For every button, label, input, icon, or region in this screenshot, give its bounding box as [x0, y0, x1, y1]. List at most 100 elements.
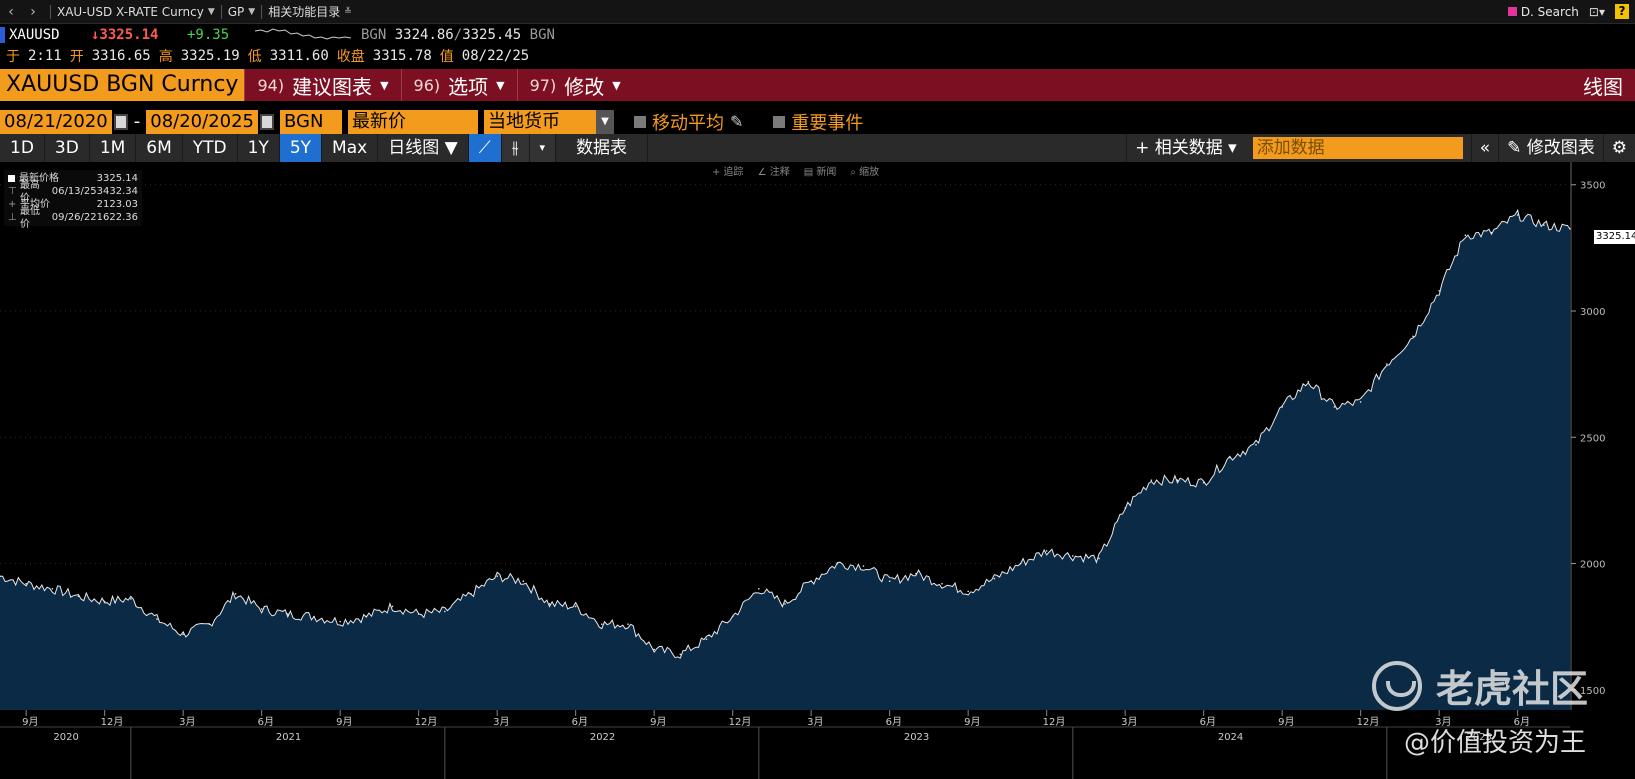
series-swatch [8, 175, 15, 182]
calendar-icon[interactable] [260, 113, 274, 130]
price-line [0, 208, 1571, 659]
price-area [0, 210, 1570, 710]
chart-tool-track[interactable]: + 追踪 [712, 167, 744, 178]
y-tick-label: 1500 [1580, 686, 1605, 697]
period-1d[interactable]: 1D [0, 134, 45, 162]
ask-price: 3325.45 [462, 27, 522, 43]
chart-tool-zoom[interactable]: ⌕ 缩放 [850, 167, 880, 178]
average-marker-icon: + [8, 199, 17, 210]
data-point [1569, 228, 1571, 230]
x-tick-label: 6月 [258, 716, 274, 728]
menu-suggested-charts[interactable]: 94) 建议图表 ▼ [244, 69, 400, 101]
menu-edit[interactable]: 97) 修改 ▼ [516, 69, 633, 101]
legend-date: 06/13/25 [51, 186, 97, 197]
period-1y[interactable]: 1Y [238, 134, 280, 162]
data-point [967, 590, 969, 593]
related-functions-menu[interactable]: 相关功能目录 ≚ [268, 3, 352, 20]
data-point [784, 603, 786, 605]
end-date-field[interactable]: 08/20/2025 [146, 109, 258, 134]
chart-tool-annotate[interactable]: ∠ 注释 [757, 167, 790, 178]
period-ytd[interactable]: YTD [183, 134, 238, 162]
add-data-input[interactable]: 添加数据 [1252, 137, 1463, 159]
data-point [836, 562, 839, 565]
low-value: 3311.60 [269, 48, 329, 64]
data-point [574, 605, 577, 608]
data-point [601, 623, 603, 625]
frequency-select[interactable]: 日线图 ▼ [378, 134, 469, 162]
watermark-handle: @价值投资为王 [1404, 728, 1587, 758]
moving-average-checkbox[interactable] [634, 115, 646, 128]
period-max[interactable]: Max [322, 134, 379, 162]
window-menu-icon[interactable]: ⊡▾ [1588, 4, 1605, 19]
close-value: 3315.78 [372, 48, 432, 64]
price-chart-svg[interactable]: 1500 2000 2500 3000 3500 9月 12月 3月 6月 9月 12月 3月 6月 9月… [0, 162, 1635, 779]
period-5y[interactable]: 5Y [279, 134, 323, 162]
currency-select[interactable]: 当地货币 [484, 109, 596, 134]
x-tick-label: 3月 [807, 716, 823, 728]
open-label: 开 [69, 49, 84, 65]
period-1m[interactable]: 1M [90, 134, 137, 162]
help-button[interactable]: ? [1615, 4, 1629, 19]
price-chart[interactable]: 1500 2000 2500 3000 3500 9月 12月 3月 6月 9月 12月 3月 6月 9月… [0, 162, 1635, 779]
security-selector[interactable]: XAU-USD X-RATE Curncy ▼ [57, 5, 215, 19]
bar-chart-style-icon[interactable]: ⫳ [501, 134, 530, 162]
gear-icon[interactable]: ⚙ [1602, 134, 1635, 162]
period-3d[interactable]: 3D [45, 134, 90, 162]
data-point [941, 582, 943, 585]
legend-row-last: 最新价格 3325.14 [8, 172, 138, 185]
pencil-icon[interactable]: ✎ [730, 112, 744, 131]
d-search-label: D. Search [1520, 4, 1579, 19]
d-search-button[interactable]: D. Search [1507, 4, 1579, 19]
data-point [51, 587, 54, 590]
related-data-button[interactable]: + 相关数据 ▾ [1126, 134, 1245, 162]
line-chart-icon[interactable]: ⟋ [468, 134, 502, 162]
source-field[interactable]: BGN [280, 109, 342, 134]
gp-selector[interactable]: GP ▼ [228, 5, 255, 19]
data-point [77, 595, 80, 598]
chart-style-dropdown-icon[interactable]: ▾ [529, 134, 557, 162]
tiger-logo-icon [1372, 660, 1422, 711]
data-point [653, 648, 655, 651]
security-title[interactable]: XAUUSD BGN Curncy [0, 69, 245, 101]
related-functions-label: 相关功能目录 [268, 5, 341, 19]
data-point [1202, 481, 1205, 484]
price-field-select[interactable]: 最新价 [348, 109, 478, 134]
data-point [1333, 406, 1336, 408]
y-tick-label: 3000 [1580, 307, 1605, 318]
calendar-icon[interactable] [113, 113, 128, 130]
menu-options[interactable]: 96) 选项 ▼ [400, 69, 517, 101]
double-chevron-down-icon: ≚ [344, 6, 352, 17]
events-checkbox[interactable] [773, 115, 786, 128]
back-arrow-icon[interactable]: ‹ [8, 3, 14, 20]
ohlc-line: 于 2:11 开 3316.65 高 3325.19 低 3311.60 收盘 … [0, 46, 1635, 66]
data-point [1359, 401, 1362, 403]
data-point [1176, 479, 1179, 481]
chart-legend[interactable]: 最新价格 3325.14 ⊤ 最高价 06/13/25 3432.34 + 平均价 2… [4, 170, 142, 230]
forward-arrow-icon[interactable]: › [30, 3, 36, 20]
quote-line: XAUUSD ↓3325.14 +9.35 BGN 3324.86/3325.4… [0, 25, 1635, 45]
data-point [1386, 363, 1388, 365]
x-tick-label: 6月 [572, 716, 588, 728]
x-tick-label: 9月 [964, 716, 980, 728]
chevron-down-icon: ▼ [207, 6, 215, 17]
edit-chart-button[interactable]: ✎ 修改图表 [1498, 134, 1603, 162]
period-6m[interactable]: 6M [136, 134, 183, 162]
data-point [287, 613, 289, 615]
currency-dropdown-icon[interactable]: ▼ [596, 109, 614, 134]
x-tick-label: 6月 [886, 716, 902, 728]
data-point [417, 613, 420, 615]
chevron-down-icon: ▼ [496, 78, 505, 92]
collapse-icon[interactable]: « [1470, 134, 1498, 162]
bid-ask: BGN 3324.86/3325.45 BGN [361, 27, 555, 43]
chart-tool-news[interactable]: ▤ 新闻 [803, 167, 837, 178]
chart-tools: + 追踪 ∠ 注释 ▤ 新闻 ⌕ 缩放 [712, 163, 879, 179]
menu-label: 修改 [564, 74, 605, 99]
data-table-button[interactable]: 数据表 [556, 134, 649, 162]
quote-last-price: ↓3325.14 [91, 27, 159, 43]
data-point [470, 593, 472, 595]
pencil-icon: ✎ [1507, 138, 1527, 158]
data-point [103, 600, 106, 603]
security-color-marker [0, 27, 5, 43]
start-date-field[interactable]: 08/21/2020 [0, 109, 112, 134]
data-point [888, 580, 891, 583]
